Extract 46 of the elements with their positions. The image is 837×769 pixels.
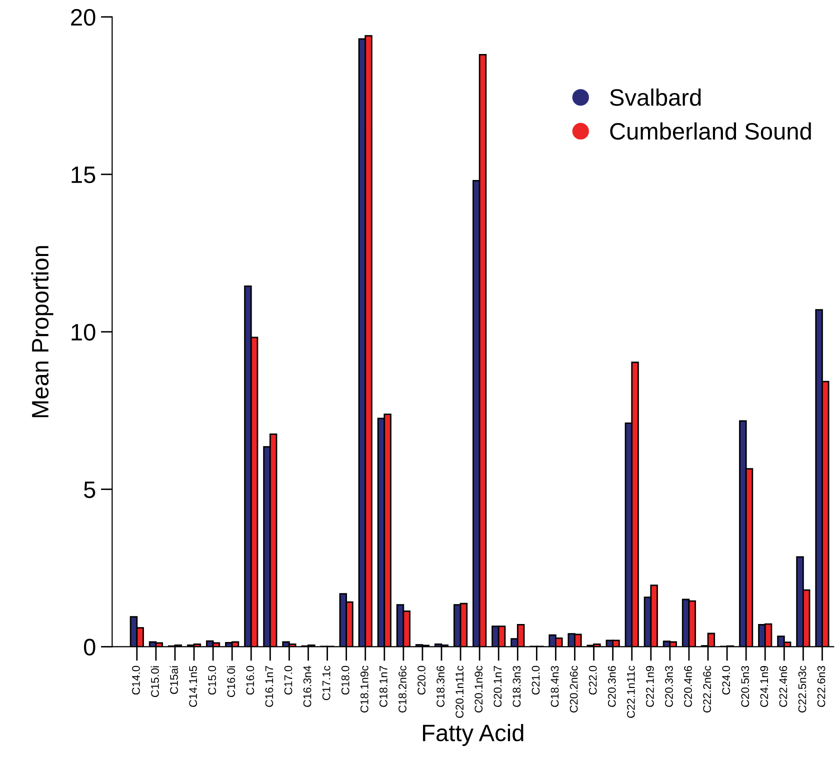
- x-tick-label: C20.1n9c: [474, 666, 483, 712]
- x-tick-label: C22.4n6: [779, 666, 788, 707]
- x-tick-label: C16.1n7: [265, 666, 274, 707]
- x-tick-label: C18.2n6c: [398, 666, 406, 712]
- x-tick-label: C15ai: [170, 666, 178, 694]
- x-axis-title: Fatty Acid: [423, 724, 524, 746]
- x-tick-label: C18.1n9c: [360, 666, 368, 712]
- x-tick-label: C14.1n5: [189, 666, 197, 707]
- x-tick-label: C20.1n7: [494, 666, 502, 707]
- x-tick-label: C20.3n6: [608, 666, 616, 707]
- x-tick-label: C20.0: [418, 666, 426, 695]
- x-tick-label: C20.3n3: [665, 666, 673, 707]
- x-tick-label: C24.0: [722, 666, 730, 695]
- x-tick-label: C18.0: [341, 666, 350, 695]
- x-tick-label: C17.1c: [322, 666, 330, 700]
- y-tick-label: 5: [84, 482, 96, 498]
- x-tick-label: C20.4n6: [684, 666, 692, 707]
- x-tick-label: C20.5n3: [741, 666, 750, 707]
- y-tick-label: 0: [84, 638, 96, 656]
- x-tick-label: C22.2n6c: [703, 666, 711, 712]
- x-tick-label: C22.1n11c: [626, 666, 635, 718]
- x-tick-label: C15.0i: [150, 666, 159, 698]
- x-tick-label: C15.0: [208, 666, 216, 695]
- x-tick-label: C17.0: [284, 666, 292, 695]
- x-tick-label: C20.2n6c: [570, 666, 578, 712]
- x-tick-label: C14.0: [132, 666, 140, 695]
- legend-label: Svalbard: [610, 88, 701, 106]
- x-tick-label: C16.0: [246, 666, 254, 695]
- x-tick-label: C20.1n11c: [456, 666, 464, 718]
- x-tick-label: C18.4n3: [550, 666, 559, 707]
- x-tick-label: C18.3n3: [512, 666, 521, 707]
- x-tick-label: C24.1n9: [760, 666, 768, 707]
- x-tick-label: C16.0i: [226, 666, 236, 698]
- x-tick-label: C22.6n3: [817, 666, 826, 707]
- x-tick-label: C22.5n3c: [798, 666, 806, 712]
- x-tick-label: C16.3n4: [303, 666, 312, 707]
- x-tick-label: C21.0: [532, 666, 540, 695]
- legend-label: Cumberland Sound: [610, 122, 811, 140]
- x-tick-label: C22.1n9: [646, 666, 654, 707]
- y-tick-label: 15: [72, 166, 96, 184]
- x-tick-label: C22.0: [588, 666, 597, 695]
- x-tick-label: C18.1n7: [380, 666, 388, 707]
- x-tick-label: C18.3n6: [436, 666, 444, 707]
- y-tick-label: 10: [72, 324, 96, 341]
- y-axis-title: Mean Proportion: [31, 246, 54, 418]
- y-tick-label: 20: [71, 8, 96, 26]
